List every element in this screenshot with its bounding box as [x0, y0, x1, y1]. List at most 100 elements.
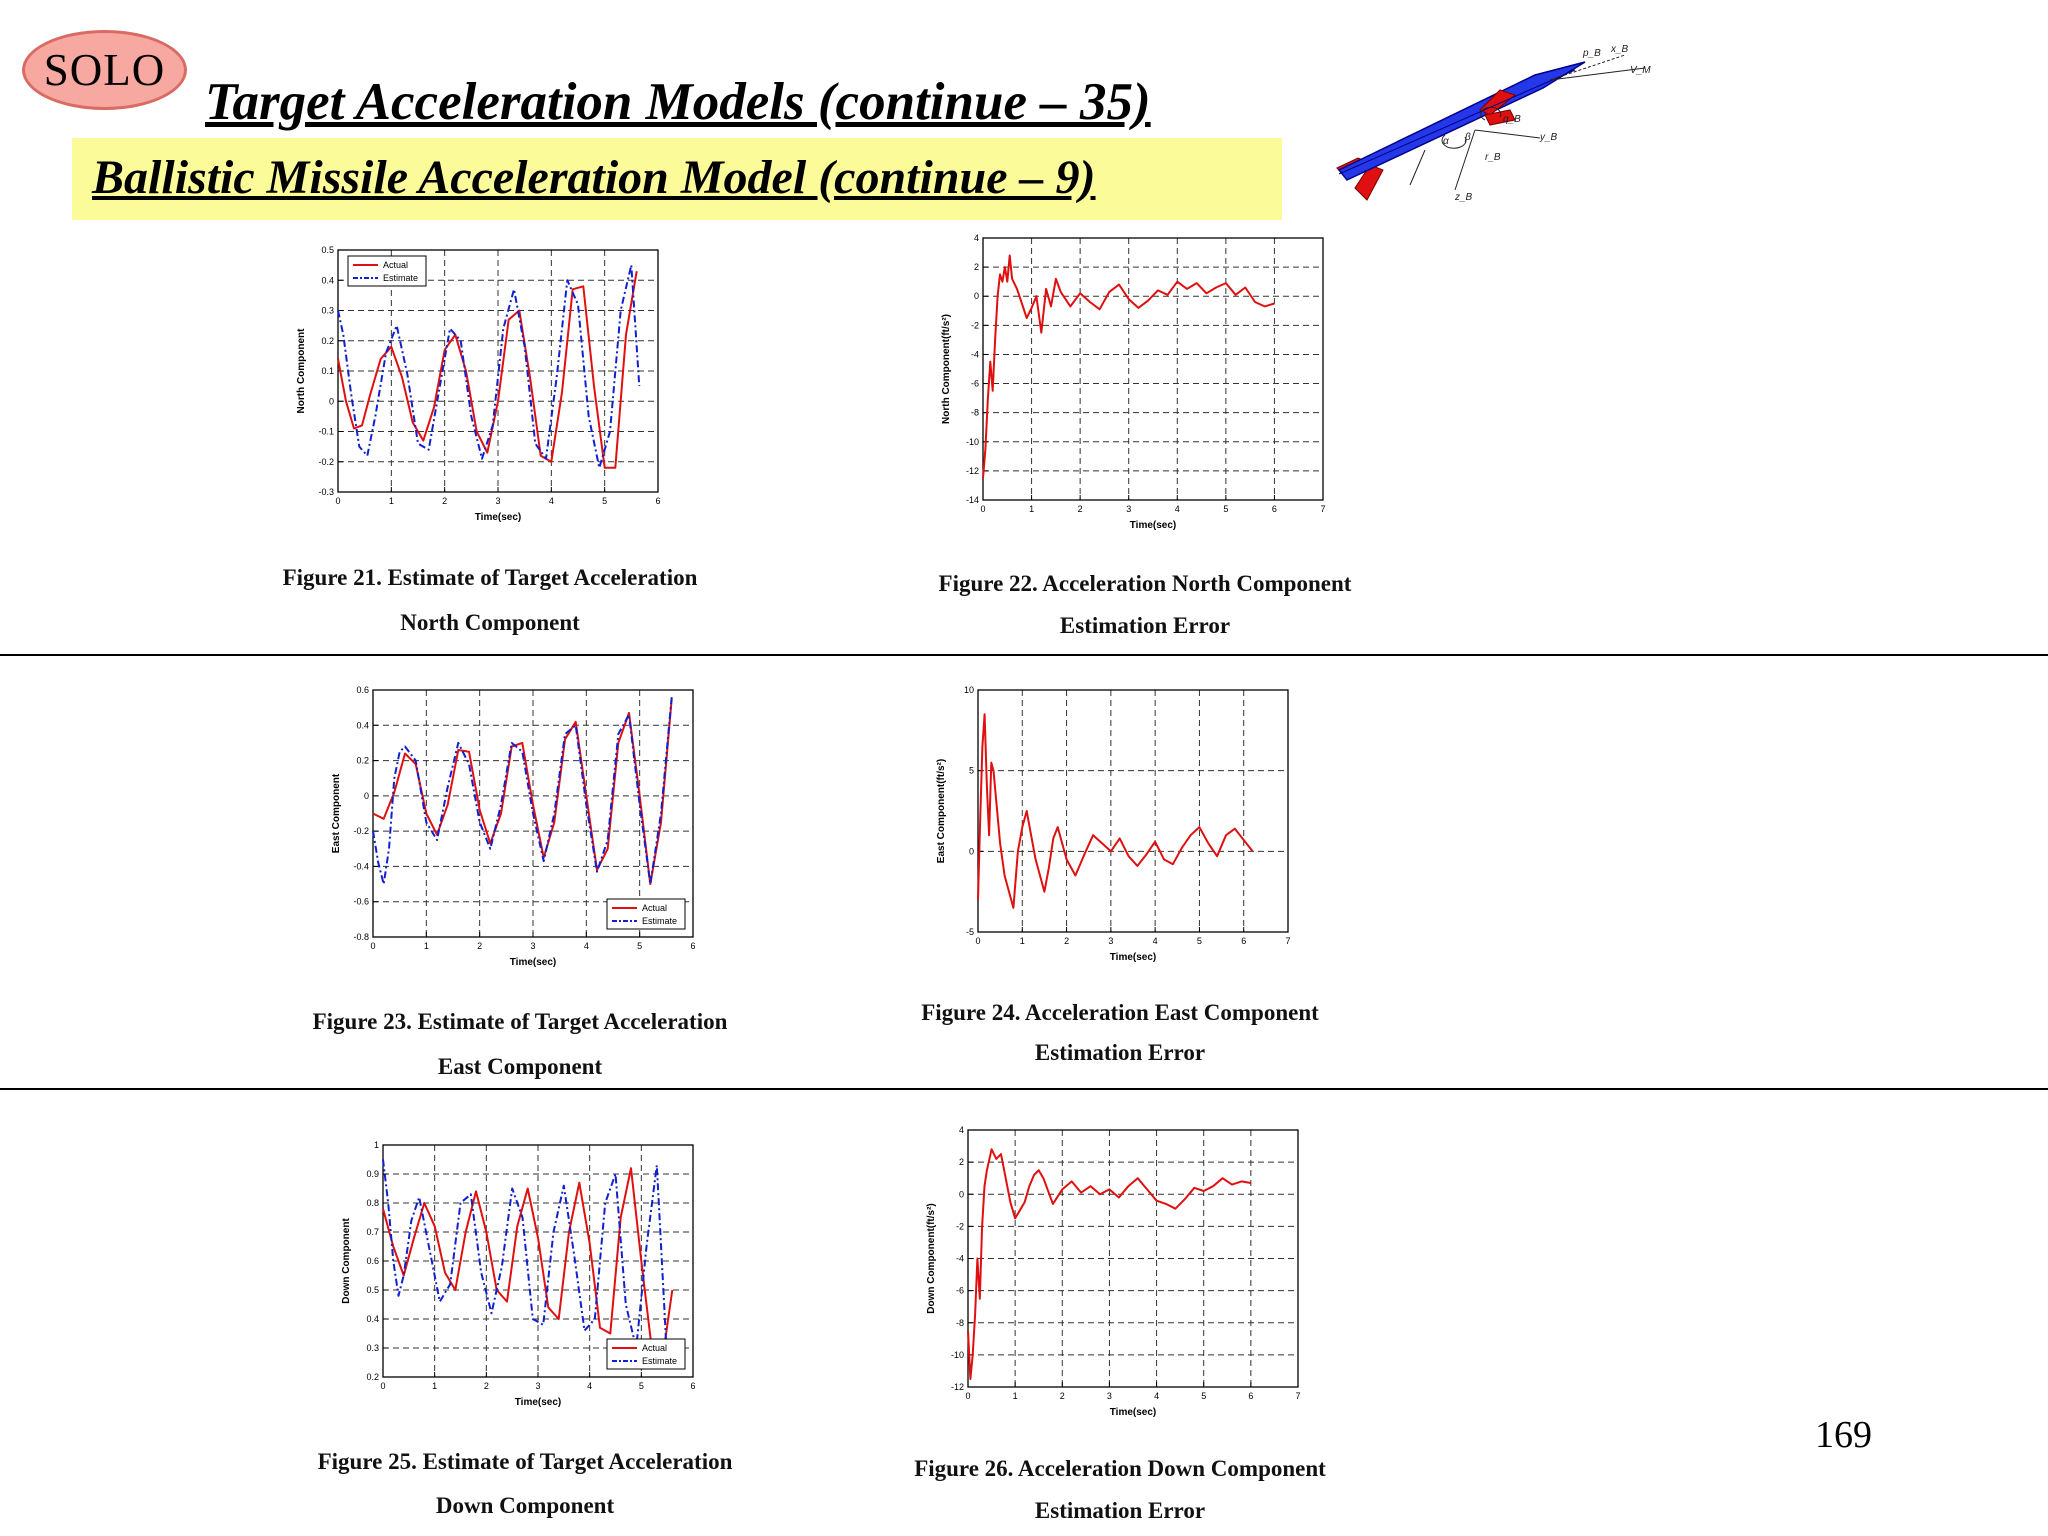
x-tick-label: 1: [424, 941, 429, 951]
x-tick-label: 4: [1154, 1391, 1159, 1401]
page-subtitle: Ballistic Missile Acceleration Model (co…: [92, 151, 1096, 204]
y-tick-label: 0.5: [321, 245, 334, 255]
y-tick-label: 0.8: [366, 1198, 379, 1208]
x-tick-label: 2: [477, 941, 482, 951]
missile-illustration: p_B x_B V_M q_B α β y_B r_B z_B: [1336, 44, 1651, 203]
plot-frame: [977, 689, 1289, 933]
series-line: [337, 271, 638, 469]
chart-fig26: 0 1 2 3 4 5 6 7 -12 -10 -8 -6 -4 -2 0 2 4 Time(sec) Down C…: [926, 1125, 1301, 1418]
y-tick-label: 0.5: [366, 1285, 379, 1295]
y-tick-label: -0.2: [318, 457, 334, 467]
caption-line: Figure 24. Acceleration East Component: [921, 1000, 1319, 1025]
x-tick-label: 0: [335, 496, 340, 506]
x-tick-label: 2: [1064, 936, 1069, 946]
y-tick-label: -12: [966, 466, 979, 476]
y-tick-label: -6: [956, 1286, 964, 1296]
missile-label: V_M: [1630, 65, 1651, 76]
y-tick-label: 0.7: [366, 1227, 379, 1237]
figure-caption: Figure 23. Estimate of Target Accelerati…: [235, 999, 805, 1089]
legend: Actual Estimate: [347, 255, 427, 287]
x-tick-label: 6: [1241, 936, 1246, 946]
y-axis-label: Down Component(ft/s²): [926, 1203, 937, 1314]
subtitle-highlight: [72, 138, 1282, 220]
x-tick-label: 6: [655, 496, 660, 506]
x-tick-label: 1: [389, 496, 394, 506]
missile-label: p_B: [1582, 48, 1601, 59]
missile-label: z_B: [1454, 192, 1473, 203]
figure-caption: Figure 21. Estimate of Target Accelerati…: [205, 555, 775, 645]
x-tick-label: 4: [549, 496, 554, 506]
y-tick-label: 0.4: [356, 720, 369, 730]
section-divider: [0, 654, 2048, 656]
y-tick-label: -6: [971, 379, 979, 389]
y-tick-label: -8: [971, 408, 979, 418]
y-axis-label: North Component(ft/s²): [941, 314, 952, 424]
missile-label: y_B: [1539, 132, 1558, 143]
x-tick-label: 1: [432, 1381, 437, 1391]
y-tick-label: 0.6: [356, 685, 369, 695]
y-tick-label: -0.1: [318, 427, 334, 437]
axes-annotations: [1409, 54, 1646, 191]
caption-line: Down Component: [435, 1493, 615, 1518]
series-line: [967, 1148, 1252, 1380]
y-tick-label: 0.4: [321, 275, 334, 285]
missile-label: α: [1443, 136, 1449, 147]
y-tick-label: 0: [974, 291, 979, 301]
y-tick-label: 0.2: [366, 1372, 379, 1382]
grid: [982, 237, 1324, 501]
x-tick-label: 3: [1126, 504, 1131, 514]
x-tick-label: 5: [637, 941, 642, 951]
y-axis-label: Down Component: [341, 1218, 352, 1304]
y-tick-label: 0: [959, 1189, 964, 1199]
figure-caption: Figure 24. Acceleration East Component E…: [900, 993, 1340, 1073]
y-tick-label: -0.3: [318, 487, 334, 497]
x-tick-label: 6: [690, 1381, 695, 1391]
x-tick-label: 0: [965, 1391, 970, 1401]
y-tick-label: 0.1: [321, 366, 334, 376]
chart-fig21: 0 1 2 3 4 5 6 -0.3 -0.2 -0.1 0 0.1 0.2 0.3 0.4 0.5 Time(…: [296, 245, 661, 523]
x-tick-label: 3: [535, 1381, 540, 1391]
series-line: [977, 713, 1254, 909]
x-tick-label: 2: [442, 496, 447, 506]
legend-label: Estimate: [383, 273, 418, 283]
page-number: 169: [1815, 1414, 1872, 1456]
y-tick-label: 5: [969, 766, 974, 776]
x-tick-label: 6: [690, 941, 695, 951]
legend-label: Actual: [383, 260, 408, 270]
x-tick-label: 4: [584, 941, 589, 951]
y-tick-label: 0.4: [366, 1314, 379, 1324]
x-tick-label: 2: [1060, 1391, 1065, 1401]
legend-label: Estimate: [642, 1356, 677, 1366]
x-tick-label: 5: [1201, 1391, 1206, 1401]
y-tick-label: 0.3: [321, 306, 334, 316]
y-tick-label: -14: [966, 495, 979, 505]
y-tick-label: 0: [364, 791, 369, 801]
x-axis-label: Time(sec): [510, 957, 557, 968]
caption-line: Estimation Error: [1034, 1040, 1206, 1065]
legend-label: Actual: [642, 903, 667, 913]
legend-box: [606, 898, 686, 930]
chart-fig25: 0 1 2 3 4 5 6 0.2 0.3 0.4 0.5 0.6 0.7 0.8 0.9 1 Time(sec…: [341, 1140, 696, 1408]
x-tick-label: 5: [1197, 936, 1202, 946]
x-tick-label: 1: [1029, 504, 1034, 514]
x-tick-label: 0: [980, 504, 985, 514]
x-axis-label: Time(sec): [475, 512, 522, 523]
x-tick-label: 1: [1020, 936, 1025, 946]
y-tick-label: 0.2: [356, 756, 369, 766]
caption-line: Figure 23. Estimate of Target Accelerati…: [312, 1009, 728, 1034]
y-tick-label: 10: [964, 685, 974, 695]
caption-line: East Component: [437, 1054, 603, 1079]
series-line: [382, 1167, 674, 1364]
missile-label: x_B: [1610, 44, 1629, 55]
legend: Actual Estimate: [606, 1338, 686, 1370]
x-tick-label: 5: [1223, 504, 1228, 514]
legend-box: [347, 255, 427, 287]
caption-line: Figure 25. Estimate of Target Accelerati…: [317, 1449, 733, 1474]
x-tick-label: 3: [1107, 1391, 1112, 1401]
missile-body: [1336, 61, 1586, 201]
y-tick-label: 0: [329, 396, 334, 406]
y-tick-label: -2: [971, 320, 979, 330]
y-tick-label: -4: [956, 1254, 964, 1264]
grid: [967, 1129, 1299, 1388]
